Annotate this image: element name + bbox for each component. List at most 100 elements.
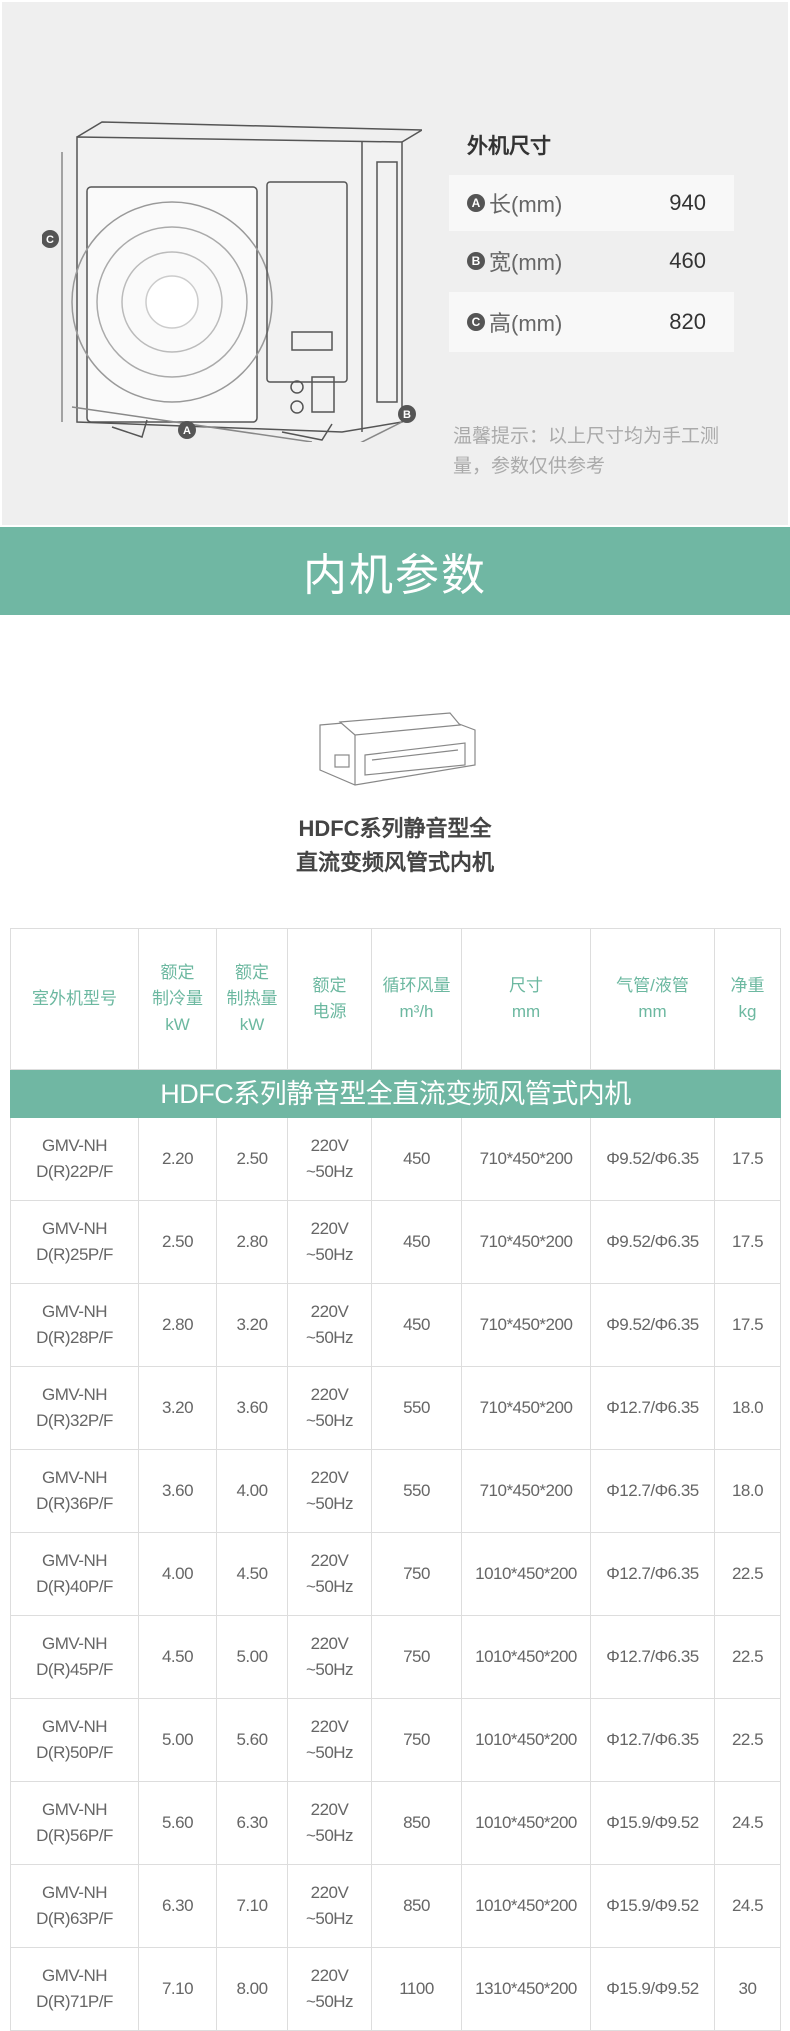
table-cell: 1100 [371, 1947, 462, 2031]
dimension-value: 820 [669, 309, 706, 334]
column-header-line: kW [239, 1015, 265, 1034]
dimension-b-label: B [403, 409, 411, 421]
table-cell: 5.00 [216, 1615, 288, 1699]
column-header-line: 尺寸 [509, 976, 543, 995]
table-cell: 850 [371, 1864, 462, 1948]
table-cell: 3.20 [216, 1283, 288, 1367]
dimension-value: 940 [669, 190, 706, 215]
table-cell: 750 [371, 1698, 462, 1782]
table-cell: 22.5 [714, 1615, 781, 1699]
table-cell: GMV-NH D(R)50P/F [10, 1698, 139, 1782]
outdoor-dimensions-panel: C A B 外机尺寸 A 长(mm) 940 B 宽(mm) 460 C 高(m… [0, 0, 790, 527]
section-title-banner: 内机参数 [0, 527, 790, 615]
table-cell: 220V ~50Hz [287, 1200, 372, 1284]
table-cell: 550 [371, 1366, 462, 1450]
table-cell: 8.00 [216, 1947, 288, 2031]
badge-b-icon: B [467, 252, 485, 270]
product-title: HDFC系列静音型全 直流变频风管式内机 [0, 812, 790, 880]
column-header: 额定 电源 [287, 928, 372, 1070]
table-cell: 220V ~50Hz [287, 1781, 372, 1865]
product-title-line1: HDFC系列静音型全 [298, 816, 492, 841]
column-header: 额定 制热量 kW [216, 928, 288, 1070]
table-cell: GMV-NH D(R)25P/F [10, 1200, 139, 1284]
table-cell: 220V ~50Hz [287, 1698, 372, 1782]
table-row: GMV-NH D(R)36P/F 3.60 4.00 220V ~50Hz 550 710*4… [10, 1449, 781, 1533]
table-cell: GMV-NH D(R)22P/F [10, 1117, 139, 1201]
series-title: HDFC系列静音型全直流变频风管式内机 [10, 1069, 781, 1118]
table-cell: 17.5 [714, 1117, 781, 1201]
column-header-line: m³/h [399, 1002, 434, 1021]
column-header-line: 制热量 [226, 989, 278, 1008]
table-cell: 220V ~50Hz [287, 1449, 372, 1533]
table-cell: 220V ~50Hz [287, 1283, 372, 1367]
table-cell: GMV-NH D(R)45P/F [10, 1615, 139, 1699]
column-header: 室外机型号 [10, 928, 139, 1070]
table-cell: 450 [371, 1117, 462, 1201]
table-cell: GMV-NH D(R)36P/F [10, 1449, 139, 1533]
column-header-line: 额定 [312, 976, 347, 995]
dimension-label: 长(mm) [489, 192, 563, 217]
table-cell: Φ12.7/Φ6.35 [590, 1698, 715, 1782]
column-header-line: mm [511, 1002, 541, 1021]
table-cell: 18.0 [714, 1449, 781, 1533]
dimension-value: 460 [669, 248, 706, 273]
column-header: 额定 制冷量 kW [138, 928, 217, 1070]
table-cell: 24.5 [714, 1781, 781, 1865]
table-cell: 5.00 [138, 1698, 217, 1782]
table-cell: 2.80 [138, 1283, 217, 1367]
table-cell: Φ12.7/Φ6.35 [590, 1449, 715, 1533]
table-cell: 3.60 [216, 1366, 288, 1450]
table-cell: 220V ~50Hz [287, 1615, 372, 1699]
table-row: GMV-NH D(R)25P/F 2.50 2.80 220V ~50Hz 450 710*4… [10, 1200, 781, 1284]
indoor-unit-image [319, 712, 476, 786]
table-cell: 3.60 [138, 1449, 217, 1533]
table-cell: 17.5 [714, 1200, 781, 1284]
column-header-line: 循环风量 [382, 976, 451, 995]
table-cell: 2.80 [216, 1200, 288, 1284]
table-cell: Φ9.52/Φ6.35 [590, 1200, 715, 1284]
table-cell: 450 [371, 1200, 462, 1284]
table-row: GMV-NH D(R)28P/F 2.80 3.20 220V ~50Hz 450 710*4… [10, 1283, 781, 1367]
table-cell: 1010*450*200 [461, 1864, 591, 1948]
dimension-c-label: C [46, 234, 54, 246]
dimension-label: 宽(mm) [489, 250, 563, 275]
table-cell: Φ12.7/Φ6.35 [590, 1615, 715, 1699]
table-cell: 1010*450*200 [461, 1698, 591, 1782]
table-cell: 6.30 [216, 1781, 288, 1865]
column-header-line: 净重 [730, 976, 765, 995]
table-cell: 220V ~50Hz [287, 1864, 372, 1948]
outdoor-unit-diagram: C A B [42, 121, 422, 442]
column-header-line: kg [738, 1002, 757, 1021]
table-cell: 220V ~50Hz [287, 1532, 372, 1616]
table-row: GMV-NH D(R)40P/F 4.00 4.50 220V ~50Hz 750 1010*… [10, 1532, 781, 1616]
table-row: GMV-NH D(R)22P/F 2.20 2.50 220V ~50Hz 450 710*4… [10, 1117, 781, 1201]
product-title-line2: 直流变频风管式内机 [295, 850, 494, 875]
table-cell: 2.20 [138, 1117, 217, 1201]
measurement-note: 温馨提示：以上尺寸均为手工测量，参数仅供参考 [453, 426, 720, 477]
table-cell: Φ12.7/Φ6.35 [590, 1532, 715, 1616]
table-cell: 4.00 [138, 1532, 217, 1616]
table-row: GMV-NH D(R)50P/F 5.00 5.60 220V ~50Hz 750 1010*… [10, 1698, 781, 1782]
outdoor-dimensions-title: 外机尺寸 [467, 135, 551, 158]
table-row: GMV-NH D(R)56P/F 5.60 6.30 220V ~50Hz 850 1010*… [10, 1781, 781, 1865]
column-header-line: 电源 [312, 1002, 347, 1021]
table-cell: 220V ~50Hz [287, 1117, 372, 1201]
table-cell: 4.50 [216, 1532, 288, 1616]
table-cell: 550 [371, 1449, 462, 1533]
dimension-label: 高(mm) [489, 311, 563, 336]
table-cell: 22.5 [714, 1532, 781, 1616]
table-cell: GMV-NH D(R)40P/F [10, 1532, 139, 1616]
table-cell: 710*450*200 [461, 1283, 591, 1367]
table-cell: 450 [371, 1283, 462, 1367]
table-cell: GMV-NH D(R)32P/F [10, 1366, 139, 1450]
table-row: GMV-NH D(R)71P/F 7.10 8.00 220V ~50Hz 1100 1310… [10, 1947, 781, 2031]
table-cell: 2.50 [216, 1117, 288, 1201]
column-header: 循环风量 m³/h [371, 928, 462, 1070]
table-cell: 4.50 [138, 1615, 217, 1699]
table-row: GMV-NH D(R)63P/F 6.30 7.10 220V ~50Hz 850 1010*… [10, 1864, 781, 1948]
table-cell: 1010*450*200 [461, 1615, 591, 1699]
table-cell: 24.5 [714, 1864, 781, 1948]
table-cell: 220V ~50Hz [287, 1366, 372, 1450]
column-header: 尺寸 mm [461, 928, 591, 1070]
column-header: 净重 kg [714, 928, 781, 1070]
